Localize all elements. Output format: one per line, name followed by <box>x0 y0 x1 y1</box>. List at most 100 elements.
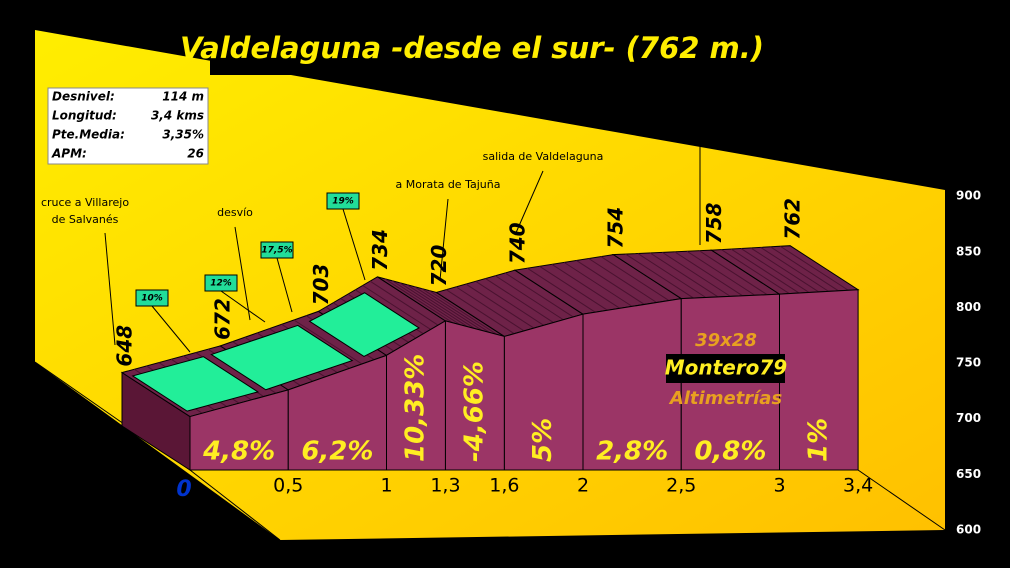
callout-box <box>260 241 294 259</box>
stat-value: 3,35% <box>162 128 204 142</box>
y-tick-label: 750 <box>956 356 981 370</box>
watermark: 39x28 <box>695 330 757 351</box>
steep-highlight <box>210 324 354 391</box>
top-stripe <box>625 253 694 299</box>
top-stripe <box>391 280 461 326</box>
y-tick-label: 650 <box>956 467 981 481</box>
callout-box <box>135 289 169 307</box>
top-stripe <box>495 275 564 321</box>
top-stripe <box>421 288 490 333</box>
gradient-label: 10,33% <box>400 354 430 462</box>
watermark: Altimetrías <box>668 388 783 409</box>
stat-label: Longitud: <box>52 109 117 123</box>
callout-line <box>220 290 266 323</box>
top-stripe <box>475 280 544 326</box>
callout-label: 10% <box>141 294 163 304</box>
callout-label: 17,5% <box>261 246 292 256</box>
elevation-label: 734 <box>368 229 392 271</box>
top-stripe <box>445 289 515 335</box>
top-stripe <box>384 278 454 324</box>
top-stripe <box>576 260 645 305</box>
x-tick-label: 1 <box>380 475 392 497</box>
top-stripe <box>369 280 439 326</box>
annotation: a Morata de Tajuña <box>396 178 501 191</box>
elevation-label: 758 <box>702 202 726 244</box>
stat-label: Desnivel: <box>52 90 115 104</box>
y-tick-label: 600 <box>956 523 981 537</box>
steep-highlight <box>308 292 420 358</box>
top-stripe <box>399 282 468 328</box>
callout-box <box>204 274 238 292</box>
stats-table <box>47 87 209 165</box>
y-tick-label: 850 <box>956 244 981 258</box>
y-tick-label: 700 <box>956 411 981 425</box>
x-tick-label: 2 <box>577 475 589 497</box>
gradient-label: 2,8% <box>596 437 668 467</box>
top-stripe <box>770 246 839 292</box>
top-stripe <box>563 261 633 307</box>
x-tick-label: 0,5 <box>273 475 303 497</box>
elevation-label: 762 <box>781 198 805 240</box>
top-stripe <box>406 284 476 330</box>
top-stripe <box>730 248 800 294</box>
top-stripe <box>455 286 525 332</box>
annotation-line <box>234 226 251 321</box>
top-stripe <box>662 251 731 297</box>
x-tick-label: 3,4 <box>843 475 873 497</box>
top-stripe <box>465 283 535 329</box>
top-stripe <box>750 247 820 293</box>
callout-label: 12% <box>210 279 232 289</box>
annotation: de Salvanés <box>52 213 119 226</box>
top-stripe <box>428 290 498 335</box>
top-stripe <box>760 246 829 292</box>
annotation-line <box>104 232 116 346</box>
top-stripe <box>414 286 483 332</box>
top-stripe <box>637 253 707 298</box>
elevation-label: 648 <box>113 325 137 367</box>
top-stripe <box>527 267 596 313</box>
top-stripe <box>551 263 621 309</box>
top-stripe <box>588 258 657 303</box>
stat-value: 3,4 kms <box>151 109 204 123</box>
stat-label: Pte.Media: <box>52 128 125 142</box>
x-tick-label: 0 <box>176 477 191 502</box>
elevation-label: 672 <box>211 298 235 340</box>
top-stripe <box>504 272 574 318</box>
title-box <box>210 22 735 75</box>
x-tick-label: 1,6 <box>489 475 519 497</box>
gradient-label: 1% <box>803 418 833 462</box>
callout-line <box>276 257 293 313</box>
profile-face <box>779 289 859 471</box>
gradient-label: 5% <box>528 418 558 462</box>
watermark-box <box>666 354 785 383</box>
elevation-label: 703 <box>309 264 333 306</box>
top-stripe <box>780 245 849 291</box>
callout-box <box>326 192 360 210</box>
top-stripe <box>293 319 363 365</box>
top-stripe <box>600 256 670 301</box>
elevation-label: 754 <box>604 207 628 249</box>
top-stripe <box>649 252 719 298</box>
top-stripe <box>698 250 768 296</box>
annotation: desvío <box>217 206 253 219</box>
x-tick-label: 3 <box>773 475 785 497</box>
gradient-label: -4,66% <box>459 361 489 462</box>
gradient-label: 0,8% <box>694 437 766 467</box>
floor-edge <box>189 469 281 541</box>
chart-title: Valdelaguna -desde el sur- (762 m.) <box>180 31 764 65</box>
callout-label: 19% <box>332 197 354 207</box>
callout-line <box>151 305 191 353</box>
y-tick-label: 900 <box>956 189 981 203</box>
watermark: Montero79 <box>665 356 788 380</box>
annotation-line <box>439 198 449 281</box>
top-stripe <box>721 249 790 295</box>
stat-label: APM: <box>51 147 87 161</box>
top-stripe <box>674 251 743 297</box>
annotation: salida de Valdelaguna <box>483 150 604 163</box>
callout-line <box>342 208 366 281</box>
x-tick-label: 1,3 <box>430 475 460 497</box>
y-tick-label: 800 <box>956 300 981 314</box>
top-stripe <box>485 278 554 323</box>
elevation-label: 720 <box>427 245 451 287</box>
